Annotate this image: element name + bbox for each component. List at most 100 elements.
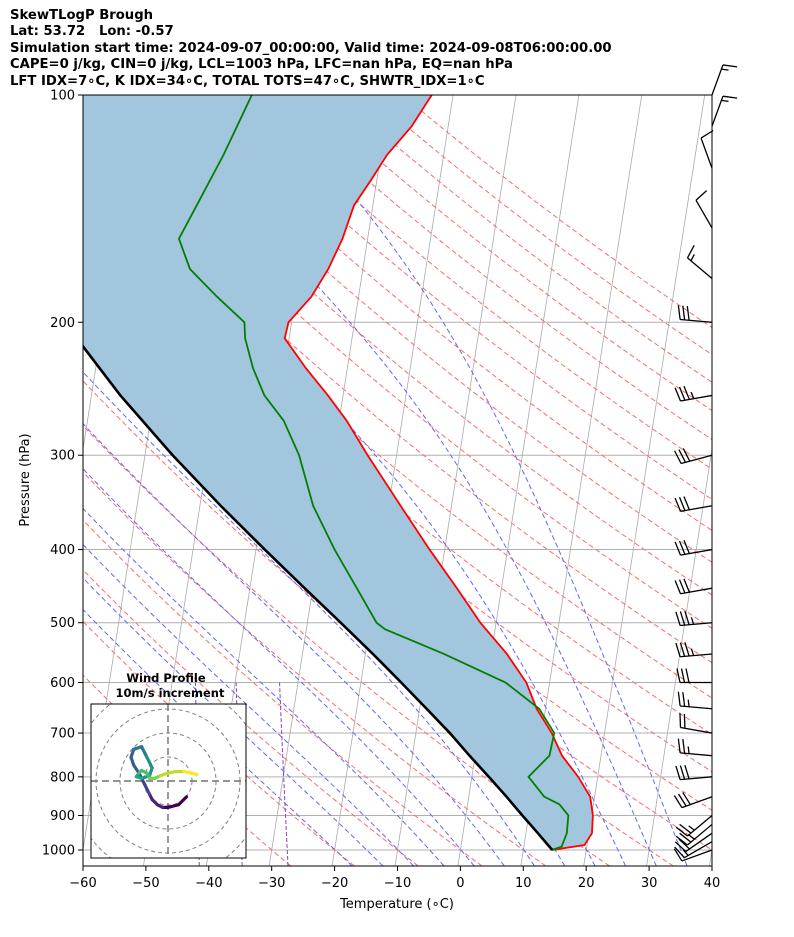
wind-barb [711,64,738,96]
wind-barb [676,668,712,684]
isotherm-line [331,95,454,866]
wind-barb-flag [677,738,681,753]
hodograph-segment [145,755,154,770]
x-tick-label: 10 [515,876,532,891]
wind-barb-flag [695,190,708,201]
y-tick-label: 200 [50,316,75,331]
x-tick-label: −20 [321,876,348,891]
wind-barb [677,691,713,710]
hodograph-segment [176,795,189,807]
x-tick-label: −50 [132,876,159,891]
wind-barb-flag [682,738,686,754]
wind-barb-flag [679,832,692,843]
wind-barb-flag [683,496,690,511]
isotherm-line [0,95,13,866]
wind-barb-shaft [680,653,713,658]
moist-adiabat-line [264,95,688,866]
wind-barb-flag [686,244,695,259]
wind-barb-flag [678,449,687,463]
wind-barb-half-flag [687,746,690,754]
wind-barb-half-flag [721,68,729,71]
wind-barb-flag [678,386,686,401]
hodograph-title-2: 10m/s increment [116,686,225,700]
hodograph-segment [142,782,152,796]
wind-barb-flag [678,793,687,807]
wind-barb [674,832,713,853]
hodograph-segment [190,771,199,777]
wind-barb-half-flag [687,699,690,707]
dewpoint-line [177,95,570,851]
wind-barb-flag [680,668,686,683]
wind-barb-flag [683,713,686,729]
dry-adiabat-line [108,95,712,596]
wind-barb-flag [683,385,690,400]
wind-barb-flag [678,540,686,555]
wind-barb-shaft [683,841,713,859]
wind-barb [677,738,713,757]
x-tick-label: −40 [195,876,222,891]
hodograph-title-1: Wind Profile [126,671,206,685]
dry-adiabat-line [239,95,712,470]
wind-barb [677,305,713,323]
isotherm-line [583,95,706,866]
wind-barb [675,610,713,627]
wind-barb-flag [678,838,690,850]
hodograph-frame [90,703,247,859]
wind-barb-shaft [711,64,724,96]
moist-adiabat-line [83,467,475,866]
dry-adiabat-line [83,137,712,664]
hodograph-trace [129,745,199,810]
wind-barb-flag [683,540,690,554]
wind-barb-flag [677,691,681,707]
wind-barb-shaft [680,454,713,465]
wind-barb-shaft [685,832,713,853]
wind-barb [674,841,713,859]
isotherm-line [772,95,794,866]
title-line-1: SkewTLogP Brough [10,8,154,23]
wind-barb-shaft [680,622,713,627]
dry-adiabat-line [206,95,712,501]
wind-barb [675,764,713,781]
mixing-ratio-line [279,682,289,866]
wind-barb-flag [682,448,691,462]
title-line-3: Simulation start time: 2024-09-07_00:00:… [10,40,612,56]
wind-barb [675,823,713,846]
wind-barb [674,540,713,556]
title-line-5: LFT IDX=7∘C, K IDX=34∘C, TOTAL TOTS=47∘C… [10,73,485,89]
y-tick-label: 800 [50,770,75,785]
hodograph-rings [91,704,246,858]
wind-barb-flag [678,497,686,511]
title-line-2: Lat: 53.72 Lon: -0.57 [10,24,174,40]
moist-adiabat-line [83,423,505,866]
dry-adiabat-line [83,569,419,866]
x-tick-label: 20 [578,876,595,891]
wind-barb-shaft [680,505,713,512]
dry-adiabat-line [83,519,483,866]
wind-barb-half-flag [690,648,695,656]
wind-barb [679,713,713,734]
x-tick-label: 40 [704,876,721,891]
wind-barb-flag [684,642,690,657]
wind-barb-flag [682,692,686,707]
wind-barb-flag [684,764,690,780]
wind-barb-shaft [680,726,713,734]
wind-barb-flag [722,95,738,99]
wind-barb-flag [679,642,686,657]
wind-barb-flag [674,541,682,556]
wind-barb [673,448,713,465]
wind-barb-half-flag [688,834,695,840]
y-tick-label: 600 [50,676,75,691]
wind-barb-flag [722,64,738,68]
isotherm-line [0,95,76,866]
wind-barb-flag [679,765,686,780]
wind-barb-shaft [680,752,713,757]
dry-adiabat-line [83,471,547,866]
wind-barb [674,496,713,512]
moist-adiabat-line [83,371,535,866]
y-tick-label: 900 [50,809,75,824]
dry-adiabat-line [401,95,712,329]
chart-title-block: SkewTLogP Brough Lat: 53.72 Lon: -0.57 Sim… [10,8,612,90]
wind-barb-flag [675,611,681,626]
wind-barb-flag [684,610,690,625]
